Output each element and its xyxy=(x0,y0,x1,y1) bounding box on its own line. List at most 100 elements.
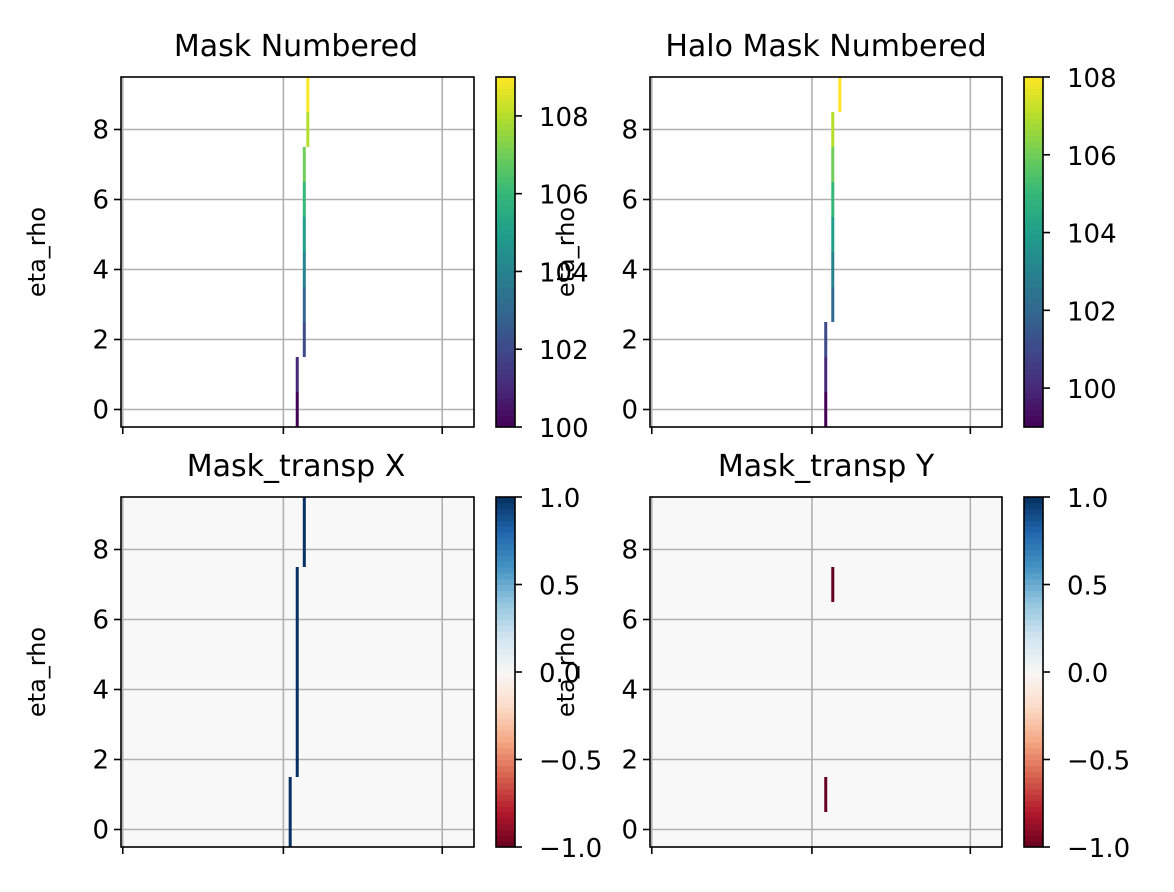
colorbar-tick-label: 108 xyxy=(539,103,589,133)
colorbar-segment xyxy=(1024,386,1043,393)
colorbar-segment xyxy=(1024,660,1043,667)
y-tick-label: 2 xyxy=(92,746,109,776)
colorbar-segment xyxy=(496,187,515,195)
colorbar-segment xyxy=(1024,707,1043,714)
colorbar-segment xyxy=(1024,596,1043,603)
colorbar-segment xyxy=(496,607,515,615)
heatmap-cell xyxy=(288,812,292,847)
colorbar-segment xyxy=(1024,648,1043,656)
heatmap-cell xyxy=(306,112,310,147)
colorbar-segment xyxy=(496,765,515,772)
subplot-title: Mask Numbered xyxy=(174,29,418,64)
colorbar-tick-label: 104 xyxy=(1067,220,1117,250)
colorbar-segment xyxy=(496,730,515,737)
colorbar-segment xyxy=(496,637,515,644)
colorbar-segment xyxy=(496,298,515,306)
colorbar-segment xyxy=(496,514,515,521)
colorbar-segment xyxy=(1024,158,1043,166)
colorbar-segment xyxy=(1024,322,1043,329)
colorbar-segment xyxy=(496,590,515,597)
colorbar-segment xyxy=(496,316,515,323)
colorbar-segment xyxy=(1024,578,1043,586)
heatmap-cell xyxy=(295,567,299,602)
colorbar-segment xyxy=(1024,771,1043,778)
colorbar-segment xyxy=(496,287,515,294)
colorbar-segment xyxy=(496,117,515,125)
colorbar-segment xyxy=(1024,100,1043,107)
colorbar-segment xyxy=(496,642,515,650)
heatmap-cell xyxy=(824,357,828,392)
heatmap-cell xyxy=(302,147,306,182)
colorbar-tick-label: 106 xyxy=(1067,142,1117,172)
colorbar-segment xyxy=(496,351,515,358)
colorbar-segment xyxy=(1024,222,1043,230)
heatmap-cell xyxy=(295,672,299,707)
colorbar-segment xyxy=(496,77,515,84)
colorbar-segment xyxy=(496,304,515,311)
colorbar-segment xyxy=(496,812,515,819)
colorbar-segment xyxy=(496,578,515,586)
heatmap-cell xyxy=(824,322,828,357)
colorbar-segment xyxy=(496,217,515,224)
colorbar-segment xyxy=(1024,724,1043,731)
colorbar-segment xyxy=(1024,747,1043,755)
colorbar-segment xyxy=(496,835,515,842)
y-tick-label: 0 xyxy=(621,396,638,426)
colorbar-segment xyxy=(496,415,515,422)
colorbar-segment xyxy=(496,747,515,755)
colorbar-segment xyxy=(1024,257,1043,265)
colorbar-segment xyxy=(496,240,515,247)
heatmap-cell xyxy=(831,147,835,182)
colorbar-segment xyxy=(1024,806,1043,813)
colorbar-segment xyxy=(1024,164,1043,171)
colorbar-segment xyxy=(1024,205,1043,212)
colorbar-segment xyxy=(1024,613,1043,621)
colorbar-segment xyxy=(496,759,515,766)
colorbar-segment xyxy=(1024,730,1043,737)
colorbar-segment xyxy=(1024,683,1043,691)
heatmap-cell xyxy=(288,777,292,812)
colorbar-segment xyxy=(496,677,515,685)
heatmap-cell xyxy=(831,252,835,287)
heatmap-cell xyxy=(824,777,828,812)
y-axis-label: eta_rho xyxy=(23,207,51,297)
colorbar-segment xyxy=(1024,572,1043,580)
colorbar-segment xyxy=(1024,736,1043,743)
colorbar-segment xyxy=(496,234,515,241)
colorbar-segment xyxy=(1024,823,1043,831)
colorbar-segment xyxy=(1024,549,1043,556)
colorbar-segment xyxy=(496,771,515,778)
colorbar-segment xyxy=(496,648,515,656)
colorbar-segment xyxy=(1024,421,1043,428)
colorbar-segment xyxy=(496,800,515,807)
heatmap-cell xyxy=(302,182,306,217)
colorbar-segment xyxy=(1024,788,1043,796)
axes-frame xyxy=(120,496,475,848)
colorbar-segment xyxy=(496,526,515,533)
heatmap-cell xyxy=(306,77,310,112)
heatmap-cell xyxy=(831,287,835,322)
y-tick-label: 6 xyxy=(621,186,638,216)
colorbar-segment xyxy=(496,252,515,259)
colorbar-segment xyxy=(1024,333,1043,341)
colorbar-segment xyxy=(496,158,515,166)
colorbar-segment xyxy=(1024,129,1043,136)
colorbar-segment xyxy=(1024,532,1043,539)
colorbar-segment xyxy=(1024,415,1043,422)
heatmap-cell xyxy=(295,357,299,392)
colorbar-segment xyxy=(496,193,515,201)
colorbar-tick-label: 106 xyxy=(539,181,589,211)
y-tick-label: 8 xyxy=(621,116,638,146)
colorbar-segment xyxy=(1024,759,1043,766)
colorbar-segment xyxy=(496,246,515,253)
colorbar-frame xyxy=(1023,76,1044,428)
colorbar-segment xyxy=(1024,77,1043,84)
subplot-4: 0 2 4 6 8 Mask_transp Y eta_rho −1.0 −0.5 0.0 0.5 1… xyxy=(552,449,1130,864)
colorbar-segment xyxy=(496,532,515,539)
colorbar-segment xyxy=(1024,712,1043,720)
colorbar-segment xyxy=(1024,602,1043,609)
colorbar-tick-label: 102 xyxy=(539,336,589,366)
colorbar-segment xyxy=(1024,637,1043,644)
colorbar-segment xyxy=(1024,666,1043,673)
colorbar-segment xyxy=(1024,141,1043,148)
